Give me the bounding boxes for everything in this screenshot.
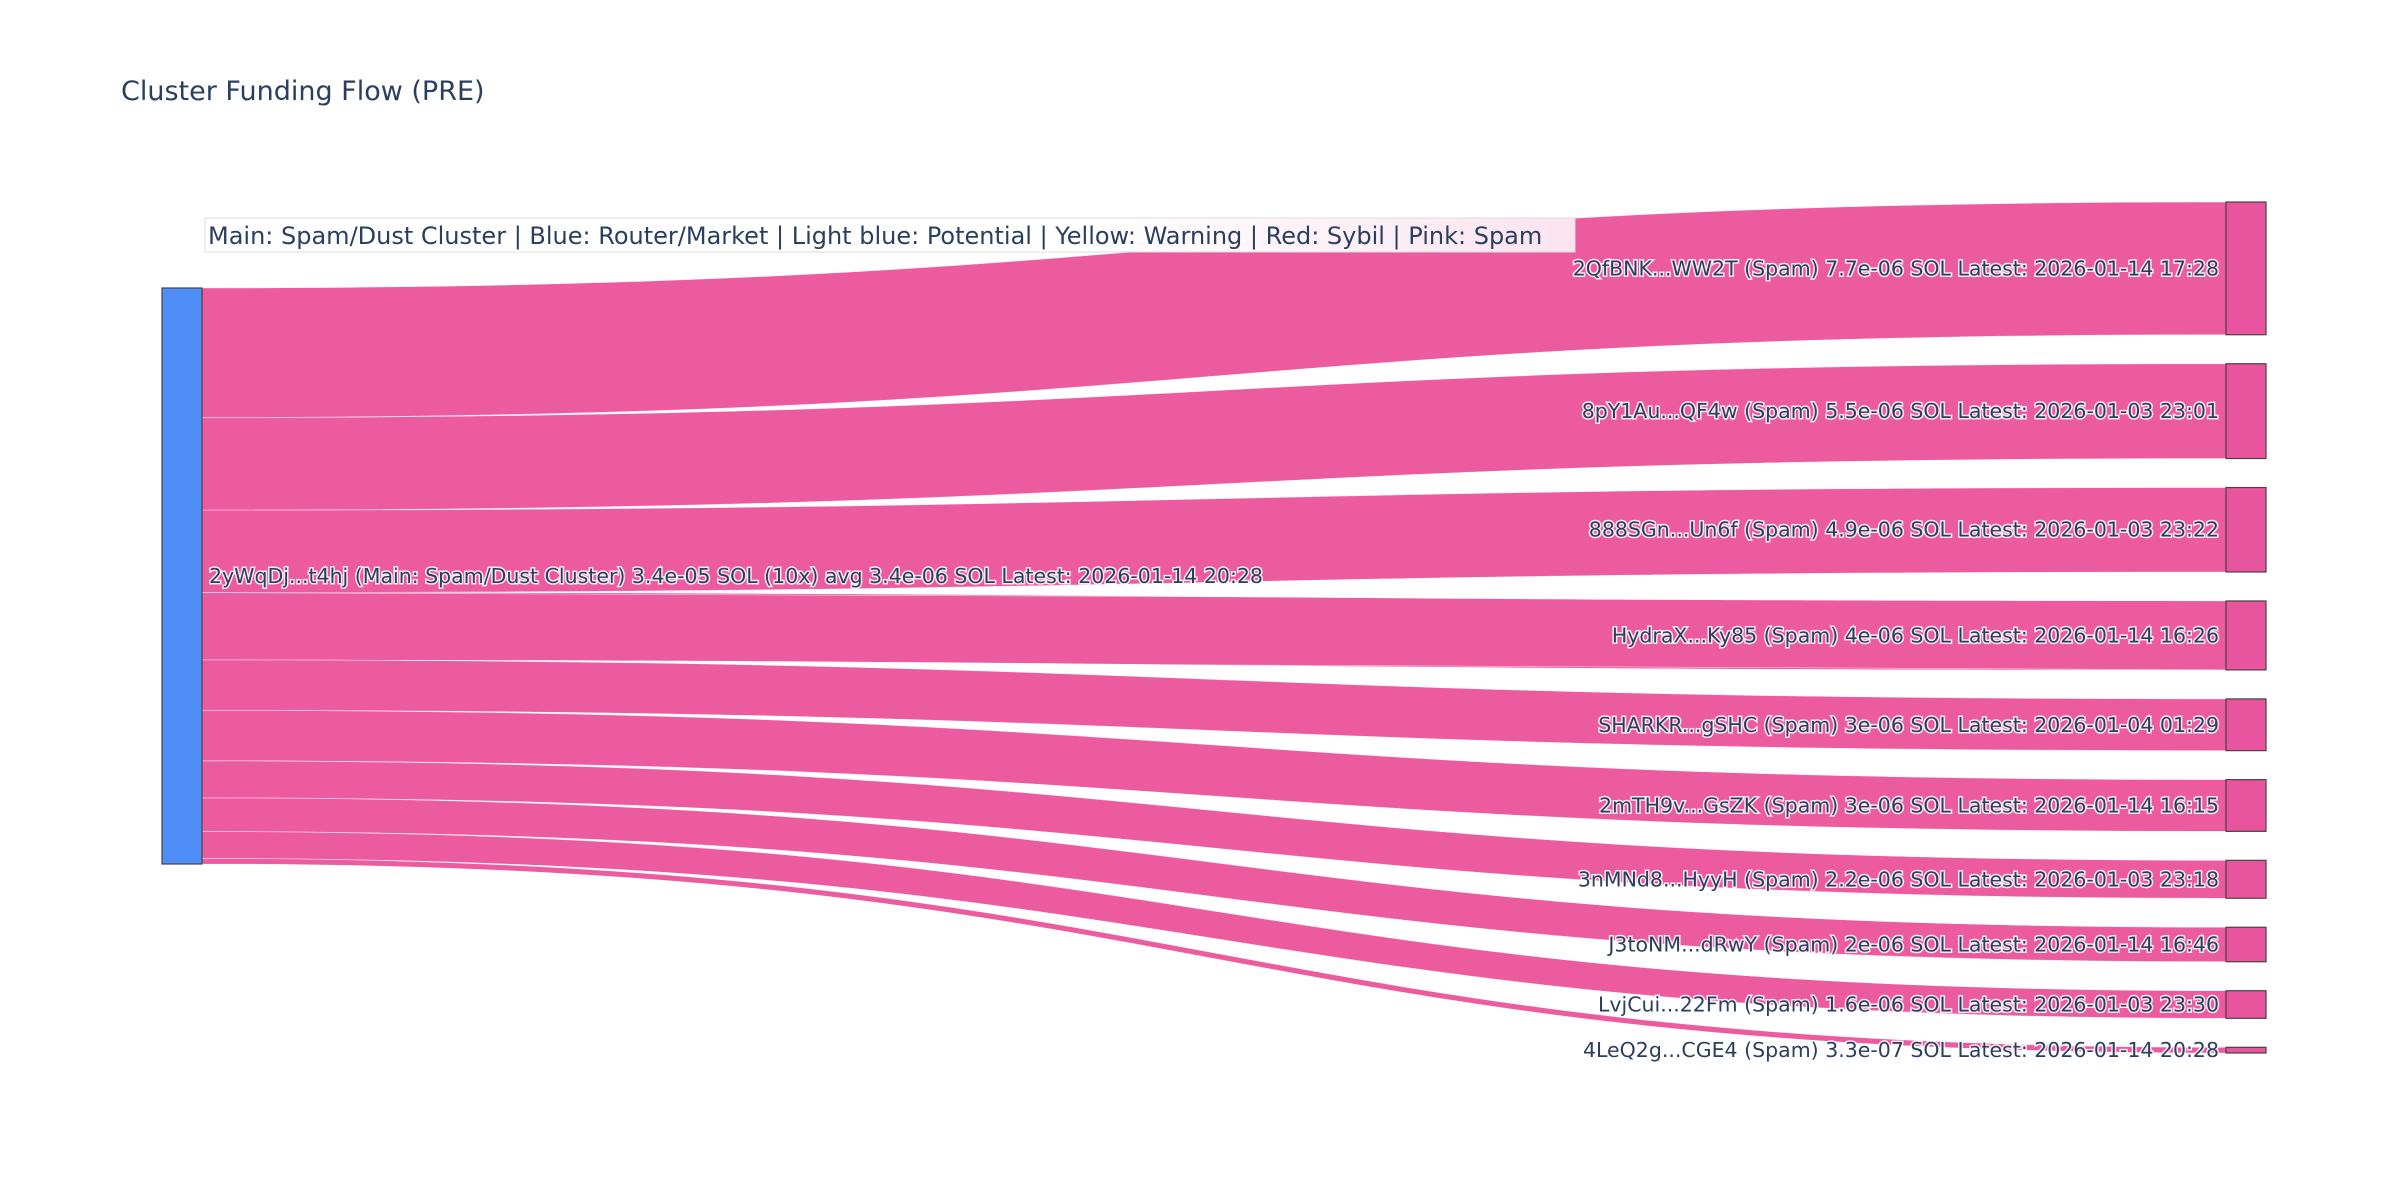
legend-text: Main: Spam/Dust Cluster | Blue: Router/M… [208,222,1542,250]
target-node-label-8: J3toNM...dRwY (Spam) 2e-06 SOL Latest: 2… [1606,932,2219,956]
target-node-5[interactable] [2225,698,2267,752]
target-node-8[interactable] [2225,926,2267,963]
target-node-1[interactable] [2225,201,2267,336]
target-node-2[interactable] [2225,363,2267,460]
links-layer [201,201,2227,1054]
target-node-label-7: 3nMNd8...HyyH (Spam) 2.2e-06 SOL Latest:… [1578,867,2219,891]
target-node-9[interactable] [2225,990,2267,1019]
target-node-label-4: HydraX...Ky85 (Spam) 4e-06 SOL Latest: 2… [1612,623,2219,647]
labels-layer: 2QfBNK...WW2T (Spam) 7.7e-06 SOL Latest:… [208,255,2221,1064]
chart-title: Cluster Funding Flow (PRE) [121,76,485,107]
source-node-label: 2yWqDj...t4hj (Main: Spam/Dust Cluster) … [209,564,1263,588]
target-node-3[interactable] [2225,486,2267,573]
target-node-label-2: 8pY1Au...QF4w (Spam) 5.5e-06 SOL Latest:… [1582,399,2219,423]
target-node-4[interactable] [2225,600,2267,671]
target-node-6[interactable] [2225,779,2267,832]
target-node-label-9: LvjCui...22Fm (Spam) 1.6e-06 SOL Latest:… [1598,993,2219,1017]
target-node-label-10: 4LeQ2g...CGE4 (Spam) 3.3e-07 SOL Latest:… [1583,1038,2219,1062]
legend-box [204,217,1576,253]
target-node-label-5: SHARKR...gSHC (Spam) 3e-06 SOL Latest: 2… [1598,713,2219,737]
nodes-layer [161,201,2267,1054]
target-node-label-1: 2QfBNK...WW2T (Spam) 7.7e-06 SOL Latest:… [1573,256,2219,280]
target-node-10[interactable] [2225,1046,2267,1054]
target-node-7[interactable] [2225,859,2267,899]
target-node-label-6: 2mTH9v...GsZK (Spam) 3e-06 SOL Latest: 2… [1599,793,2219,817]
target-node-label-3: 888SGn...Un6f (Spam) 4.9e-06 SOL Latest:… [1589,518,2219,542]
source-node[interactable] [161,287,203,865]
